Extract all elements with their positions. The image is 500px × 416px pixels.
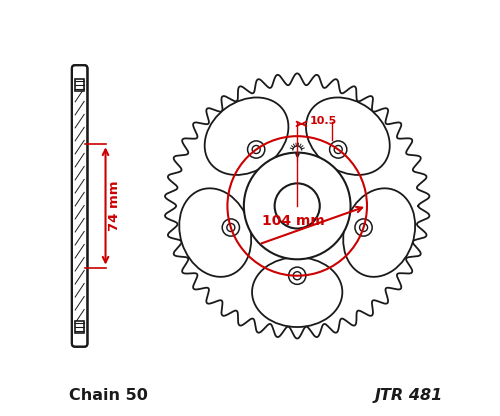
Text: JTR 481: JTR 481 bbox=[374, 388, 443, 403]
Bar bbox=[75, 321, 84, 333]
Circle shape bbox=[248, 141, 265, 158]
Text: 10.5: 10.5 bbox=[310, 116, 337, 126]
Circle shape bbox=[360, 223, 368, 232]
Text: Chain 50: Chain 50 bbox=[70, 388, 148, 403]
FancyBboxPatch shape bbox=[72, 65, 88, 347]
Circle shape bbox=[355, 219, 372, 236]
Circle shape bbox=[222, 219, 240, 236]
Circle shape bbox=[252, 146, 260, 154]
Bar bbox=[75, 79, 84, 91]
Circle shape bbox=[330, 141, 347, 158]
Circle shape bbox=[293, 272, 301, 280]
Circle shape bbox=[288, 267, 306, 285]
Ellipse shape bbox=[179, 188, 251, 277]
Polygon shape bbox=[165, 73, 429, 339]
Ellipse shape bbox=[306, 97, 390, 175]
Ellipse shape bbox=[343, 188, 415, 277]
Circle shape bbox=[334, 146, 342, 154]
Ellipse shape bbox=[252, 257, 342, 327]
Circle shape bbox=[274, 183, 320, 228]
Ellipse shape bbox=[204, 97, 288, 175]
Text: 104 mm: 104 mm bbox=[262, 214, 324, 228]
Circle shape bbox=[244, 153, 350, 259]
Circle shape bbox=[227, 223, 235, 232]
Text: 74 mm: 74 mm bbox=[108, 181, 121, 231]
